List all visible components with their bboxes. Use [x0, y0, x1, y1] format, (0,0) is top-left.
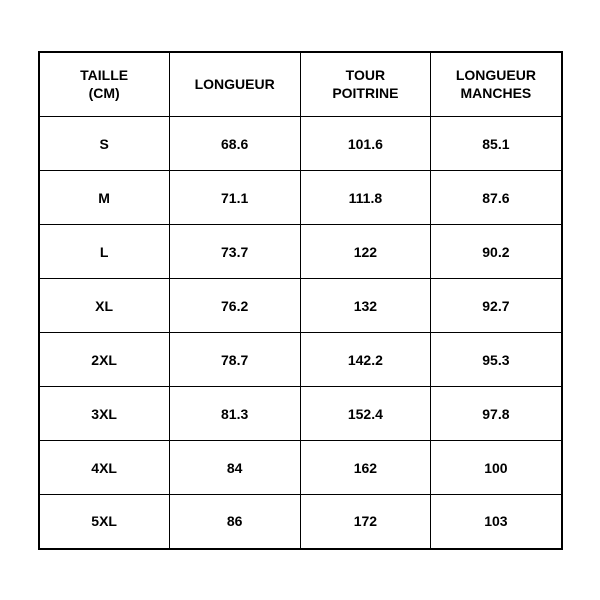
cell-taille: L — [39, 225, 170, 279]
cell-taille: 3XL — [39, 387, 170, 441]
size-table: TAILLE(CM) LONGUEUR TOURPOITRINE LONGUEU… — [38, 51, 563, 550]
cell-longueur: 76.2 — [169, 279, 300, 333]
cell-tour: 142.2 — [300, 333, 431, 387]
cell-manches: 92.7 — [431, 279, 562, 333]
header-tour-label: TOURPOITRINE — [332, 67, 398, 101]
cell-taille: 2XL — [39, 333, 170, 387]
cell-longueur: 73.7 — [169, 225, 300, 279]
cell-manches: 95.3 — [431, 333, 562, 387]
table-row: L 73.7 122 90.2 — [39, 225, 562, 279]
table-row: S 68.6 101.6 85.1 — [39, 117, 562, 171]
cell-manches: 100 — [431, 441, 562, 495]
header-longueur: LONGUEUR — [169, 52, 300, 117]
cell-taille: 5XL — [39, 495, 170, 549]
header-tour-poitrine: TOURPOITRINE — [300, 52, 431, 117]
size-table-container: TAILLE(CM) LONGUEUR TOURPOITRINE LONGUEU… — [38, 51, 563, 550]
cell-longueur: 78.7 — [169, 333, 300, 387]
table-row: M 71.1 111.8 87.6 — [39, 171, 562, 225]
table-row: 2XL 78.7 142.2 95.3 — [39, 333, 562, 387]
table-body: S 68.6 101.6 85.1 M 71.1 111.8 87.6 L 73… — [39, 117, 562, 549]
cell-taille: 4XL — [39, 441, 170, 495]
cell-manches: 85.1 — [431, 117, 562, 171]
table-header: TAILLE(CM) LONGUEUR TOURPOITRINE LONGUEU… — [39, 52, 562, 117]
table-row: 4XL 84 162 100 — [39, 441, 562, 495]
cell-tour: 162 — [300, 441, 431, 495]
cell-tour: 152.4 — [300, 387, 431, 441]
header-taille: TAILLE(CM) — [39, 52, 170, 117]
cell-tour: 172 — [300, 495, 431, 549]
table-row: 5XL 86 172 103 — [39, 495, 562, 549]
cell-taille: S — [39, 117, 170, 171]
cell-longueur: 81.3 — [169, 387, 300, 441]
cell-tour: 101.6 — [300, 117, 431, 171]
cell-manches: 87.6 — [431, 171, 562, 225]
header-longueur-label: LONGUEUR — [195, 76, 275, 92]
cell-tour: 111.8 — [300, 171, 431, 225]
cell-tour: 132 — [300, 279, 431, 333]
cell-taille: M — [39, 171, 170, 225]
cell-longueur: 71.1 — [169, 171, 300, 225]
header-row: TAILLE(CM) LONGUEUR TOURPOITRINE LONGUEU… — [39, 52, 562, 117]
header-longueur-manches: LONGUEURMANCHES — [431, 52, 562, 117]
table-row: XL 76.2 132 92.7 — [39, 279, 562, 333]
header-taille-line1: TAILLE(CM) — [80, 67, 128, 101]
cell-longueur: 84 — [169, 441, 300, 495]
cell-manches: 103 — [431, 495, 562, 549]
table-row: 3XL 81.3 152.4 97.8 — [39, 387, 562, 441]
cell-manches: 90.2 — [431, 225, 562, 279]
cell-tour: 122 — [300, 225, 431, 279]
cell-manches: 97.8 — [431, 387, 562, 441]
cell-longueur: 86 — [169, 495, 300, 549]
cell-longueur: 68.6 — [169, 117, 300, 171]
header-manches-label: LONGUEURMANCHES — [456, 67, 536, 101]
cell-taille: XL — [39, 279, 170, 333]
